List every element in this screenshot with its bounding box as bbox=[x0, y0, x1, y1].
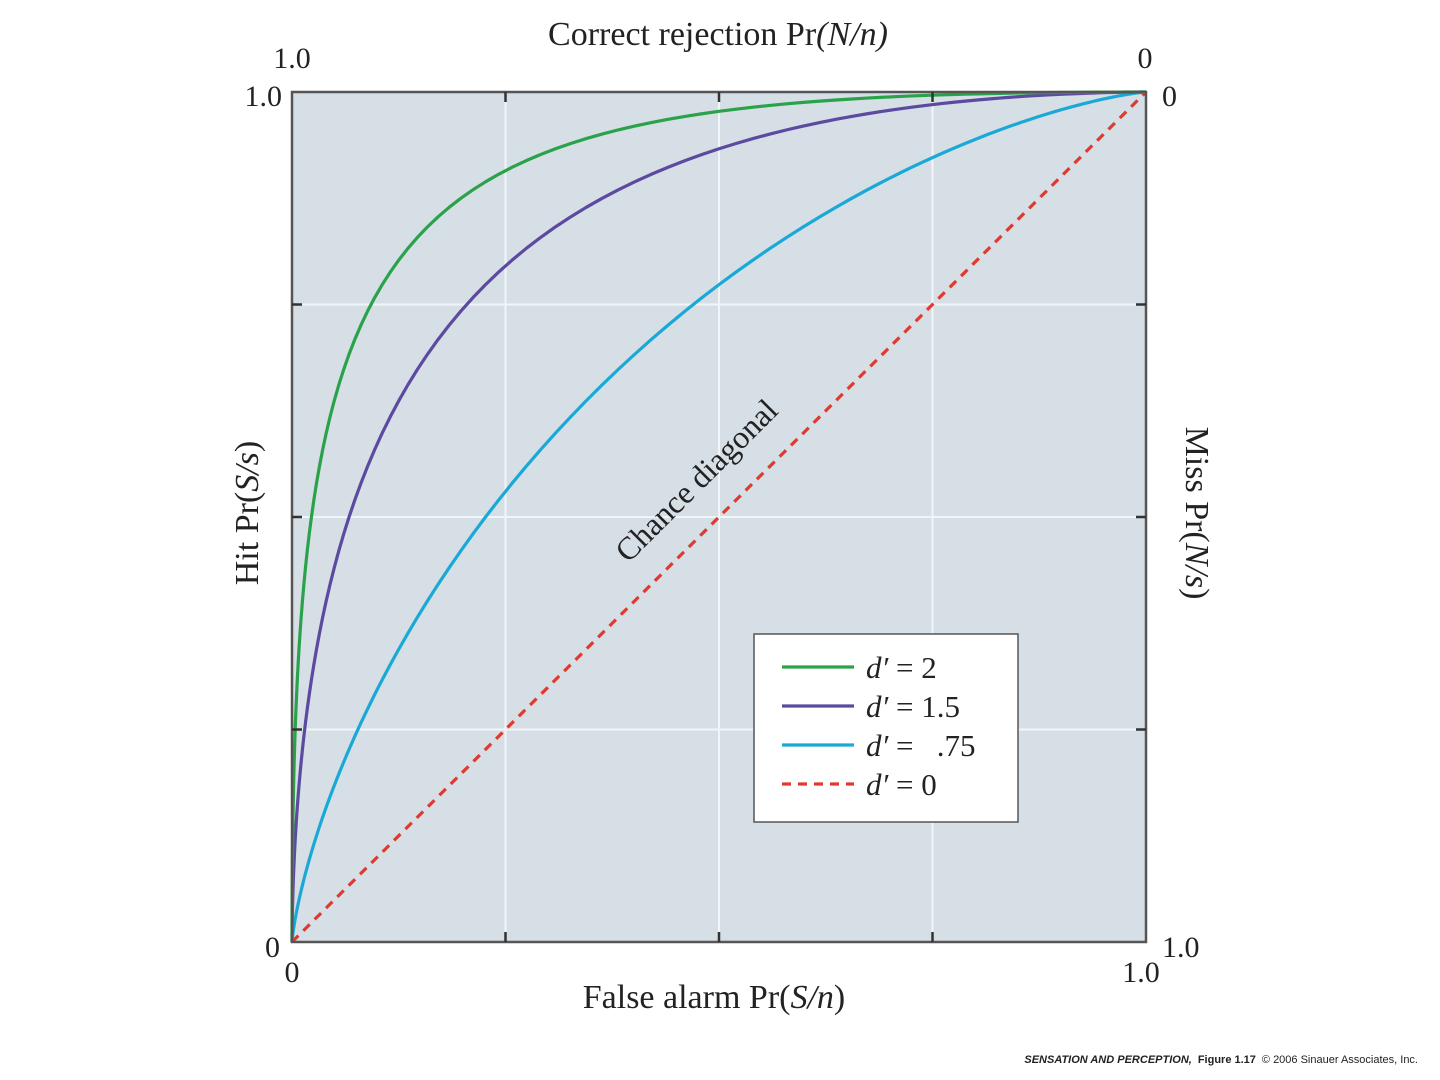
top-axis-title: Correct rejection Pr(N/n) bbox=[548, 16, 888, 53]
top-tick-label-right: 0 bbox=[1138, 42, 1153, 75]
x-tick-label-1: 1.0 bbox=[1122, 956, 1160, 989]
right-tick-label-bottom: 1.0 bbox=[1162, 931, 1200, 964]
legend-label: d′ = 0 bbox=[866, 767, 937, 802]
top-tick-label-left: 1.0 bbox=[273, 42, 311, 75]
x-axis-title: False alarm Pr(S/n) bbox=[583, 979, 846, 1016]
right-axis-title: Miss Pr(N/s) bbox=[1178, 427, 1215, 600]
legend-label: d′ = 2 bbox=[866, 650, 937, 685]
right-tick-label-top: 0 bbox=[1162, 80, 1177, 113]
y-axis-title: Hit Pr(S/s) bbox=[229, 441, 266, 586]
y-tick-label-1: 1.0 bbox=[245, 80, 283, 113]
legend-box bbox=[753, 633, 1019, 823]
legend-label: d′ = 1.5 bbox=[866, 689, 960, 724]
tick-marks bbox=[292, 92, 1146, 942]
roc-curve-line bbox=[290, 90, 1148, 944]
figure-credit: SENSATION AND PERCEPTION, Figure 1.17 © 20… bbox=[1024, 1054, 1418, 1066]
y-tick-label-0: 0 bbox=[265, 931, 280, 964]
x-tick-label-0: 0 bbox=[285, 956, 300, 989]
gridlines bbox=[292, 92, 1146, 942]
legend: d′ = 2 d′ = 1.5 d′ = .75 d′ = 0 bbox=[753, 633, 1019, 823]
legend-label: d′ = .75 bbox=[866, 728, 976, 763]
